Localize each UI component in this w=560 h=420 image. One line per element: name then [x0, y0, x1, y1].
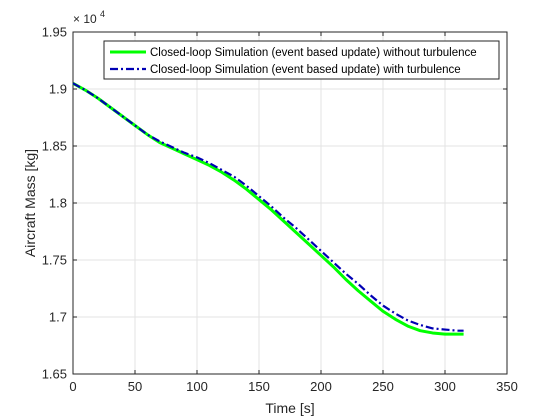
- x-tick-label: 0: [69, 379, 76, 394]
- y-tick-label: 1.75: [42, 253, 67, 268]
- series-line-without-turbulence: [72, 81, 464, 336]
- y-tick-label: 1.8: [49, 196, 67, 211]
- x-axis-label: Time [s]: [265, 400, 314, 416]
- legend-entry-without-turbulence: Closed-loop Simulation (event based upda…: [150, 47, 477, 59]
- legend-box: [103, 40, 500, 80]
- x-tick-label: 250: [372, 379, 394, 394]
- legend-entry-with-turbulence: Closed-loop Simulation (event based upda…: [150, 64, 461, 76]
- x-tick-label: 50: [128, 379, 142, 394]
- x-tick-label: 100: [186, 379, 208, 394]
- x-tick-label: 200: [310, 379, 332, 394]
- series-line-with-turbulence: [72, 82, 464, 332]
- grid: [72, 31, 508, 375]
- y-tick-label: 1.85: [42, 139, 67, 154]
- x-tick-label: 150: [248, 379, 270, 394]
- legend: Closed-loop Simulation (event based upda…: [103, 40, 500, 80]
- y-exponent-power: 4: [100, 9, 105, 19]
- series-layer: [72, 81, 464, 336]
- ticks: 0 50 100 150 200 250 300 350 1.65 1.7 1.75 1.8 1.85 1…: [42, 25, 518, 395]
- x-tick-label: 350: [496, 379, 518, 394]
- y-tick-label: 1.95: [42, 25, 67, 40]
- y-axis-label: Aircraft Mass [kg]: [22, 149, 38, 257]
- y-tick-label: 1.65: [42, 367, 67, 382]
- y-tick-label: 1.9: [49, 82, 67, 97]
- y-tick-label: 1.7: [49, 310, 67, 325]
- x-tick-label: 300: [434, 379, 456, 394]
- y-exponent-base: × 10: [73, 12, 97, 26]
